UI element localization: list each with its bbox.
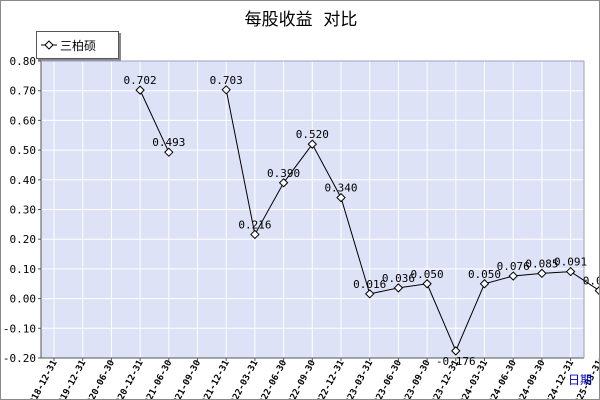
data-label: 0.016 [353, 278, 386, 291]
x-tick-label: 2024-06-30 [485, 359, 519, 399]
data-point [278, 178, 289, 188]
data-point [508, 271, 518, 281]
x-tick-label: 2022-03-31 [226, 359, 260, 399]
data-label: 0.340 [324, 182, 357, 195]
x-tick-label: 2023-09-30 [398, 359, 432, 399]
data-point [479, 279, 490, 289]
x-tick-label: 2022-06-30 [255, 359, 289, 399]
y-tick-label: 0.10 [10, 263, 37, 276]
chart-legend: 三柏硕 [36, 31, 119, 59]
y-tick-label: 0.20 [10, 233, 37, 246]
x-tick-label: 2021-12-31 [198, 359, 232, 399]
data-label: 0.050 [411, 268, 444, 281]
data-label: 0.091 [554, 256, 587, 269]
data-point [135, 85, 145, 95]
y-tick-label: 0.70 [10, 85, 37, 98]
x-tick-label: 2022-09-30 [284, 359, 318, 399]
x-tick-label: 2021-09-30 [169, 359, 203, 399]
data-label: 0.027 [583, 275, 599, 288]
data-point [565, 266, 576, 277]
data-point [537, 268, 547, 279]
data-point [250, 229, 260, 240]
data-point [307, 139, 318, 149]
data-label: 0.390 [267, 167, 300, 180]
data-label: 0.703 [210, 74, 243, 87]
series-line [139, 89, 170, 153]
series-line [225, 89, 599, 353]
y-tick-label: 0.50 [10, 144, 37, 157]
y-tick-label: -0.20 [3, 352, 36, 365]
x-tick-label: 2021-06-30 [140, 359, 174, 399]
data-point [451, 346, 461, 356]
data-point [364, 289, 375, 299]
data-point [422, 279, 432, 289]
legend-series-label: 三柏硕 [60, 38, 97, 53]
chart-title: 每股收益 对比 [244, 10, 358, 30]
y-tick-label: 0.00 [10, 293, 37, 306]
data-point [336, 192, 346, 203]
data-label: 0.493 [152, 136, 185, 149]
data-point [164, 147, 174, 157]
y-tick-label: 0.30 [10, 204, 37, 217]
x-axis-label: 日期 [568, 373, 592, 387]
data-label: -0.176 [436, 355, 476, 368]
data-point [221, 85, 231, 95]
x-tick-label: 2020-12-31 [111, 359, 145, 399]
data-label: 0.076 [497, 260, 530, 273]
x-tick-label: 2020-06-30 [83, 359, 117, 399]
data-label: 0.036 [382, 272, 415, 285]
y-tick-label: 0.60 [10, 114, 37, 127]
data-point [594, 286, 599, 295]
x-tick-label: 2023-03-31 [341, 359, 375, 399]
data-point [393, 283, 404, 293]
x-tick-label: 2019-12-31 [54, 359, 88, 399]
x-tick-label: 2024-09-30 [513, 359, 547, 399]
y-tick-label: 0.40 [10, 174, 37, 187]
y-tick-label: 0.80 [10, 55, 37, 68]
data-label: 0.216 [238, 218, 271, 231]
legend-series-marker [41, 40, 57, 50]
data-label: 0.085 [525, 257, 558, 270]
y-tick-label: -0.10 [3, 322, 36, 335]
x-tick-label: 2022-12-31 [312, 359, 346, 399]
data-label: 0.050 [468, 268, 501, 281]
data-label: 0.702 [124, 74, 157, 87]
data-label: 0.520 [296, 128, 329, 141]
x-tick-label: 2023-06-30 [370, 359, 404, 399]
